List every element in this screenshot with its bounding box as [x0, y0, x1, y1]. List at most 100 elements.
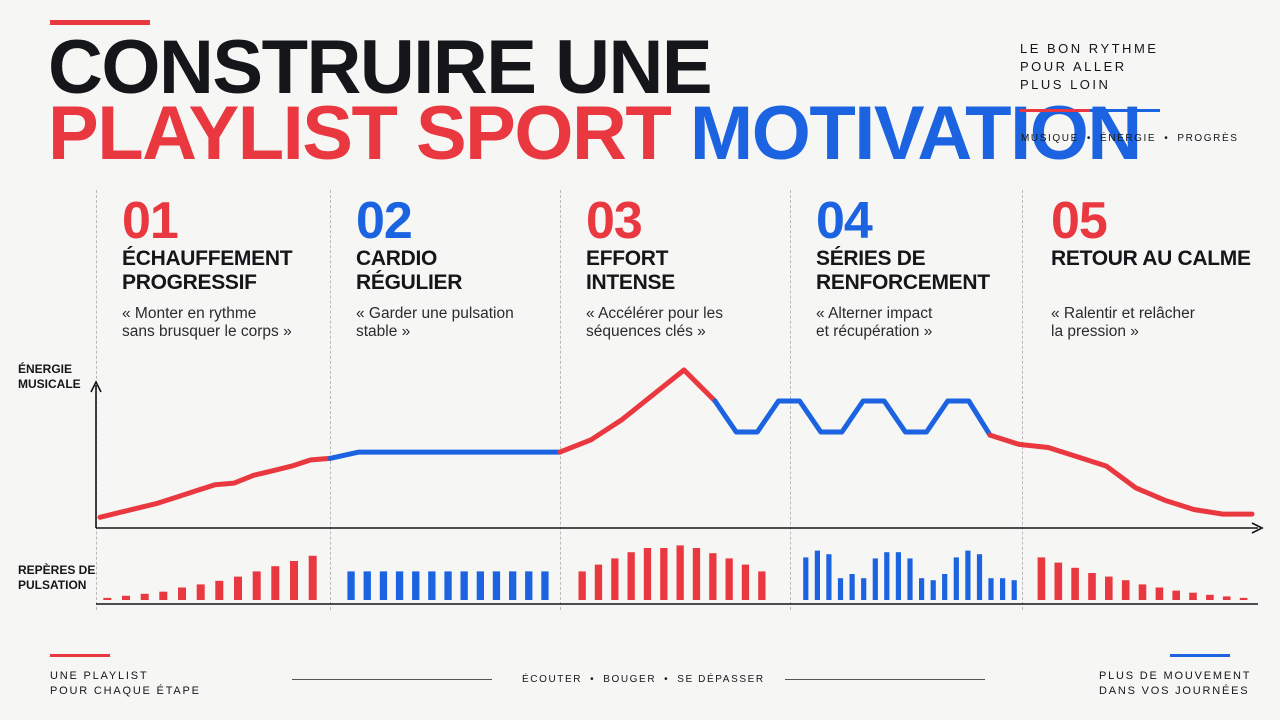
stage-quote: « Alterner impact et récupération »	[816, 305, 1031, 341]
pulse-bar	[872, 558, 878, 600]
stage-number: 03	[586, 192, 643, 250]
footer-rule	[785, 679, 985, 680]
stage-quote-line: « Garder une pulsation	[356, 305, 514, 322]
stage-number: 04	[816, 192, 873, 250]
pulse-bar	[252, 571, 261, 600]
pulse-bar	[895, 552, 901, 600]
pulse-bar	[803, 557, 809, 600]
pulse-bar	[861, 578, 867, 600]
stage-quote-line: sans brusquer le corps »	[122, 323, 292, 340]
pulse-bar	[1155, 587, 1164, 600]
energy-line-stage-05	[987, 432, 1255, 517]
pulse-bar	[159, 591, 168, 600]
stage-number: 02	[356, 192, 413, 250]
pulse-bar	[215, 580, 224, 600]
title-motivation: MOTIVATION	[689, 91, 1142, 176]
pulse-bar	[412, 571, 420, 600]
stage-name: EFFORT INTENSE	[586, 247, 801, 295]
pulse-bar	[660, 548, 668, 600]
stage-5: 05 RETOUR AU CALME « Ralentir et relâche…	[1051, 195, 1271, 341]
pulse-bar	[1000, 578, 1006, 600]
axis-label-line: MUSICALE	[18, 377, 81, 391]
pulse-bar	[919, 578, 925, 600]
pulse-bar	[1071, 567, 1079, 600]
footer-left-line: POUR CHAQUE ÉTAPE	[50, 685, 201, 697]
pulse-bar	[1121, 580, 1130, 600]
title-line-2: PLAYLIST SPORT MOTIVATION	[48, 96, 1142, 172]
footer-left-accent	[50, 654, 110, 657]
axis-label-line: ÉNERGIE	[18, 362, 73, 376]
pulse-bar	[814, 550, 820, 600]
stage-name-line: INTENSE	[586, 271, 675, 294]
pulse-bar	[988, 578, 994, 600]
keyword-separator: •	[1164, 133, 1170, 144]
footer-right-line: DANS VOS JOURNÉES	[1099, 685, 1250, 697]
stage-quote-line: stable »	[356, 323, 411, 340]
footer-left: UNE PLAYLIST POUR CHAQUE ÉTAPE	[50, 669, 201, 699]
pulse-bar	[1054, 562, 1063, 600]
stage-quote-line: séquences clés »	[586, 323, 706, 340]
stage-name: SÉRIES DE RENFORCEMENT	[816, 247, 1031, 295]
pulse-bar	[884, 552, 890, 600]
stage-name-line: RENFORCEMENT	[816, 271, 990, 294]
pulse-bar	[196, 584, 205, 600]
footer-rule	[292, 679, 492, 680]
energy-line-stage-04	[712, 398, 993, 438]
stage-quote-line: et récupération »	[816, 323, 933, 340]
keyword: PROGRÈS	[1177, 133, 1239, 144]
pulse-bar	[976, 554, 983, 600]
energy-line-stage-02	[327, 449, 563, 461]
pulse-axis-label: REPÈRES DE PULSATION	[18, 563, 95, 593]
pulse-bar	[525, 571, 533, 600]
pulse-bar	[347, 571, 355, 600]
pulse-bar	[1206, 594, 1214, 600]
pulse-bar	[907, 558, 913, 600]
footer-word: BOUGER	[603, 674, 657, 685]
pulse-bar	[379, 571, 388, 600]
pulse-bars	[103, 545, 1248, 600]
pulse-bar	[1037, 557, 1046, 600]
stage-name-line: PROGRESSIF	[122, 271, 257, 294]
chart-axes	[90, 380, 1264, 605]
stage-1: 01 ÉCHAUFFEMENT PROGRESSIF « Monter en ry…	[122, 195, 337, 341]
pulse-bar	[122, 595, 130, 600]
pulse-bar	[965, 550, 971, 600]
pulse-bar	[1189, 592, 1197, 600]
stage-quote-line: « Accélérer pour les	[586, 305, 723, 322]
pulse-bar	[1088, 573, 1096, 600]
stage-name: RETOUR AU CALME	[1051, 247, 1271, 295]
pulse-bar	[758, 571, 766, 600]
stage-divider	[330, 190, 331, 610]
pulse-bar	[1011, 580, 1017, 600]
stage-name-line: RÉGULIER	[356, 271, 463, 294]
pulse-bar	[930, 580, 936, 600]
stage-name-line: RETOUR AU CALME	[1051, 247, 1251, 270]
tagline-line: POUR ALLER	[1020, 59, 1127, 74]
pulse-bar	[178, 587, 186, 600]
energy-axis-label: ÉNERGIE MUSICALE	[18, 362, 81, 392]
pulse-bar	[1222, 596, 1231, 600]
x-axis-arrow	[1251, 522, 1264, 534]
pulse-bar	[594, 564, 603, 600]
pulse-bar	[140, 593, 149, 600]
footer-center: ÉCOUTER • BOUGER • SE DÉPASSER	[522, 674, 765, 685]
footer-word: SE DÉPASSER	[677, 674, 765, 685]
stage-quote-line: « Monter en rythme	[122, 305, 257, 322]
stage-quote: « Garder une pulsation stable »	[356, 305, 571, 341]
axis-label-line: REPÈRES DE	[18, 563, 96, 577]
pulse-bar	[741, 564, 750, 600]
footer-right: PLUS DE MOUVEMENT DANS VOS JOURNÉES	[1099, 669, 1251, 699]
title-line-1: CONSTRUIRE UNE	[48, 25, 713, 110]
stage-quote: « Monter en rythme sans brusquer le corps…	[122, 305, 337, 341]
stage-name-line: CARDIO	[356, 247, 438, 270]
pulse-bar	[308, 555, 317, 600]
stage-4: 04 SÉRIES DE RENFORCEMENT « Alterner impa…	[816, 195, 1031, 341]
stage-name-line: EFFORT	[586, 247, 669, 270]
pulse-bar	[541, 571, 549, 600]
pulse-bar	[953, 557, 959, 600]
pulse-bar	[837, 578, 844, 600]
stage-number: 01	[122, 192, 179, 250]
tagline-line: PLUS LOIN	[1020, 77, 1111, 92]
pulse-bar	[942, 574, 948, 600]
pulse-bar	[444, 571, 452, 600]
